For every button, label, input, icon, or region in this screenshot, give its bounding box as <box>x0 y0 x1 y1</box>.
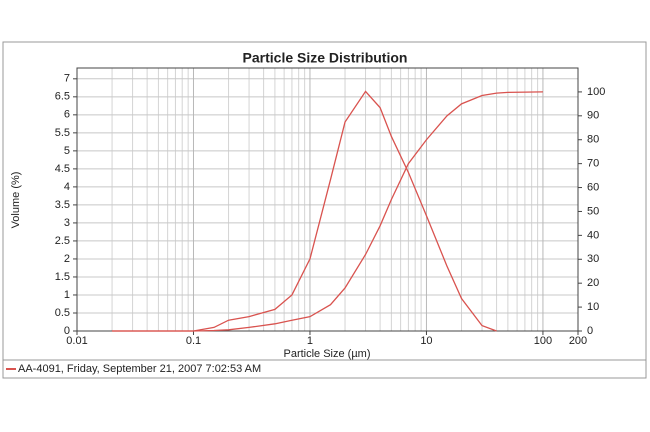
series-line <box>112 90 497 332</box>
y-tick-label: 0 <box>64 325 70 337</box>
y-tick-label: 0.5 <box>55 307 70 319</box>
y-tick-label: 1.5 <box>55 271 70 283</box>
x-tick-label: 0.1 <box>186 335 201 347</box>
y2-tick-label: 80 <box>587 134 599 146</box>
y2-tick-label: 50 <box>587 205 599 217</box>
x-tick-label: 0.01 <box>66 335 87 347</box>
y2-tick-label: 20 <box>587 277 599 289</box>
chart-title: Particle Size Distribution <box>243 50 408 66</box>
x-axis-title: Particle Size (µm) <box>283 348 370 360</box>
y-tick-label: 3 <box>64 217 70 229</box>
y-tick-label: 2 <box>64 253 70 265</box>
y-tick-label: 5 <box>64 145 70 157</box>
y-tick-label: 7 <box>64 73 70 85</box>
y-tick-label: 6.5 <box>55 91 70 103</box>
y2-tick-label: 40 <box>587 229 599 241</box>
y-tick-label: 1 <box>64 289 70 301</box>
legend-label: AA-4091, Friday, September 21, 2007 7:02… <box>18 363 261 375</box>
y2-tick-label: 10 <box>587 301 599 313</box>
plot-border <box>76 67 579 332</box>
frame <box>2 41 647 379</box>
x-tick-label: 1 <box>307 335 313 347</box>
x-tick-label: 100 <box>534 335 552 347</box>
y2-tick-label: 0 <box>587 325 593 337</box>
y-tick-label: 3.5 <box>55 199 70 211</box>
x-tick-label: 10 <box>420 335 432 347</box>
y2-tick-label: 60 <box>587 181 599 193</box>
y2-tick-label: 30 <box>587 253 599 265</box>
y-tick-label: 5.5 <box>55 127 70 139</box>
y2-tick-label: 100 <box>587 86 605 98</box>
x-tick-label: 200 <box>569 335 587 347</box>
y2-tick-label: 90 <box>587 110 599 122</box>
y-tick-label: 2.5 <box>55 235 70 247</box>
y-tick-label: 4.5 <box>55 163 70 175</box>
y-axis-title: Volume (%) <box>10 172 22 229</box>
y-tick-label: 4 <box>64 181 70 193</box>
series-line <box>112 91 543 332</box>
y-tick-label: 6 <box>64 109 70 121</box>
y2-tick-label: 70 <box>587 158 599 170</box>
